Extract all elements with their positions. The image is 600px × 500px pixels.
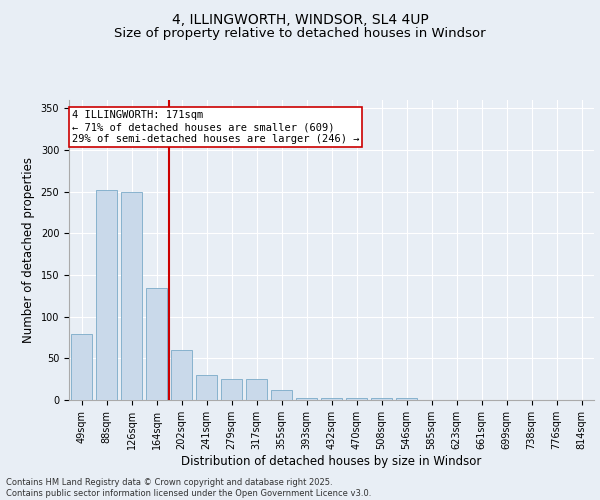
Bar: [196, 375, 217, 400]
Bar: [96, 190, 117, 400]
Bar: [271, 390, 292, 400]
Bar: [121, 192, 142, 400]
Bar: [146, 288, 167, 400]
Bar: [171, 350, 192, 400]
Bar: [71, 334, 92, 400]
Bar: [221, 379, 242, 400]
Text: Contains HM Land Registry data © Crown copyright and database right 2025.
Contai: Contains HM Land Registry data © Crown c…: [6, 478, 371, 498]
Bar: [321, 398, 342, 400]
Bar: [346, 398, 367, 400]
Bar: [296, 398, 317, 400]
Bar: [246, 379, 267, 400]
Bar: [371, 398, 392, 400]
Y-axis label: Number of detached properties: Number of detached properties: [22, 157, 35, 343]
Bar: [396, 398, 417, 400]
Text: Size of property relative to detached houses in Windsor: Size of property relative to detached ho…: [114, 28, 486, 40]
X-axis label: Distribution of detached houses by size in Windsor: Distribution of detached houses by size …: [181, 454, 482, 468]
Text: 4 ILLINGWORTH: 171sqm
← 71% of detached houses are smaller (609)
29% of semi-det: 4 ILLINGWORTH: 171sqm ← 71% of detached …: [71, 110, 359, 144]
Text: 4, ILLINGWORTH, WINDSOR, SL4 4UP: 4, ILLINGWORTH, WINDSOR, SL4 4UP: [172, 12, 428, 26]
